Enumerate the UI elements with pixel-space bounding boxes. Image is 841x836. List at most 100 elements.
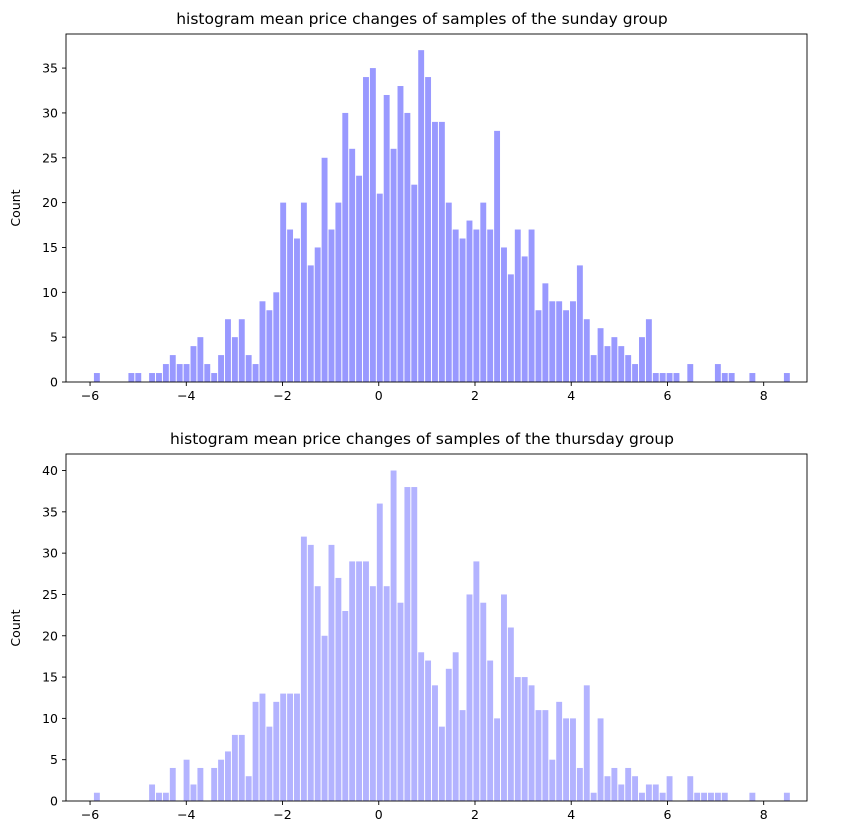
histogram-bar (238, 319, 245, 382)
histogram-bar (149, 373, 156, 382)
histogram-bar (300, 202, 307, 382)
y-tick-label: 20 (42, 195, 58, 210)
histogram-bar (701, 792, 708, 801)
histogram-bar (583, 685, 590, 801)
histogram-bar (563, 310, 570, 382)
sunday-histogram-chart: histogram mean price changes of samples … (8, 10, 808, 403)
x-tick-label: 0 (375, 388, 383, 403)
histogram-bar (204, 364, 211, 382)
chart-title: histogram mean price changes of samples … (170, 430, 674, 448)
histogram-bar (93, 373, 100, 382)
histogram-bar (563, 718, 570, 801)
histogram-bar (625, 767, 632, 801)
histogram-bar (342, 112, 349, 383)
histogram-bar (245, 355, 252, 382)
histogram-bar (328, 229, 335, 382)
histogram-bar (314, 586, 321, 801)
histogram-bar (445, 202, 452, 382)
histogram-bar (673, 373, 680, 382)
histogram-bar (694, 792, 701, 801)
histogram-bar (259, 693, 266, 801)
histogram-bar (335, 202, 342, 382)
histogram-bar (645, 784, 652, 801)
histogram-bar (570, 301, 576, 382)
histogram-bar (383, 94, 390, 383)
y-tick-label: 0 (50, 794, 58, 809)
histogram-bar (438, 726, 445, 801)
histogram-bar (252, 701, 259, 801)
y-tick-label: 15 (42, 240, 58, 255)
histogram-bar (570, 718, 576, 801)
histogram-bar (397, 602, 404, 801)
histogram-bar (597, 718, 604, 801)
histogram-bar (659, 792, 666, 801)
histogram-bar (383, 586, 390, 801)
histogram-bar (494, 718, 501, 801)
histogram-bar (404, 487, 411, 801)
histogram-bar (501, 594, 507, 801)
histogram-bar (473, 561, 480, 801)
histogram-bar (549, 301, 556, 382)
plot-frame (65, 33, 808, 383)
histogram-bar (266, 310, 273, 382)
histogram-bar (418, 50, 425, 383)
y-axis-label: Count (8, 609, 23, 646)
histogram-bar (438, 121, 445, 382)
histogram-bar (225, 751, 231, 801)
histogram-bar (542, 710, 549, 801)
histogram-bar (611, 767, 618, 801)
histogram-bar (452, 229, 459, 382)
histogram-bar (294, 238, 300, 382)
histogram-bar (411, 184, 418, 382)
histogram-bar (190, 346, 197, 382)
histogram-bar (542, 283, 549, 382)
histogram-bar (645, 319, 652, 382)
histogram-bar (687, 776, 694, 801)
histogram-bar (231, 337, 238, 382)
histogram-bar (473, 229, 480, 382)
y-tick-label: 15 (42, 670, 58, 685)
histogram-bar (169, 355, 176, 382)
histogram-bar (183, 759, 190, 801)
histogram-bar (307, 544, 314, 801)
histogram-bar (521, 256, 528, 382)
histogram-bar (618, 784, 625, 801)
histogram-bar (432, 121, 438, 382)
x-tick-label: −4 (177, 807, 195, 822)
histogram-bar (639, 337, 645, 382)
y-axis-label: Count (8, 189, 23, 226)
x-tick-label: −2 (273, 807, 291, 822)
y-tick-label: 25 (42, 150, 58, 165)
histogram-bar (666, 373, 673, 382)
histogram-bar (721, 792, 728, 801)
histogram-bar (666, 776, 673, 801)
histogram-bar (514, 677, 521, 801)
histogram-bar (445, 668, 452, 801)
histogram-bar (783, 373, 790, 382)
bar-group (93, 470, 790, 801)
histogram-bar (197, 767, 204, 801)
histogram-bar (259, 301, 266, 382)
y-tick-label: 30 (42, 546, 58, 561)
histogram-bar (708, 792, 714, 801)
x-tick-label: 2 (471, 388, 479, 403)
y-tick-label: 20 (42, 628, 58, 643)
histogram-bar (238, 734, 245, 801)
histogram-bar (190, 784, 197, 801)
histogram-bar (535, 710, 542, 801)
histogram-bar (245, 776, 252, 801)
y-tick-label: 10 (42, 711, 58, 726)
histogram-bar (535, 310, 542, 382)
histogram-bar (135, 373, 142, 382)
histogram-bar (197, 337, 204, 382)
histogram-bar (556, 301, 563, 382)
histogram-bar (376, 503, 383, 801)
histogram-bar (307, 265, 314, 382)
histogram-bar (687, 364, 694, 382)
histogram-bar (418, 652, 425, 801)
y-tick-label: 40 (42, 463, 58, 478)
histogram-bar (604, 346, 611, 382)
histogram-bar (480, 202, 487, 382)
histogram-bar (528, 229, 535, 382)
